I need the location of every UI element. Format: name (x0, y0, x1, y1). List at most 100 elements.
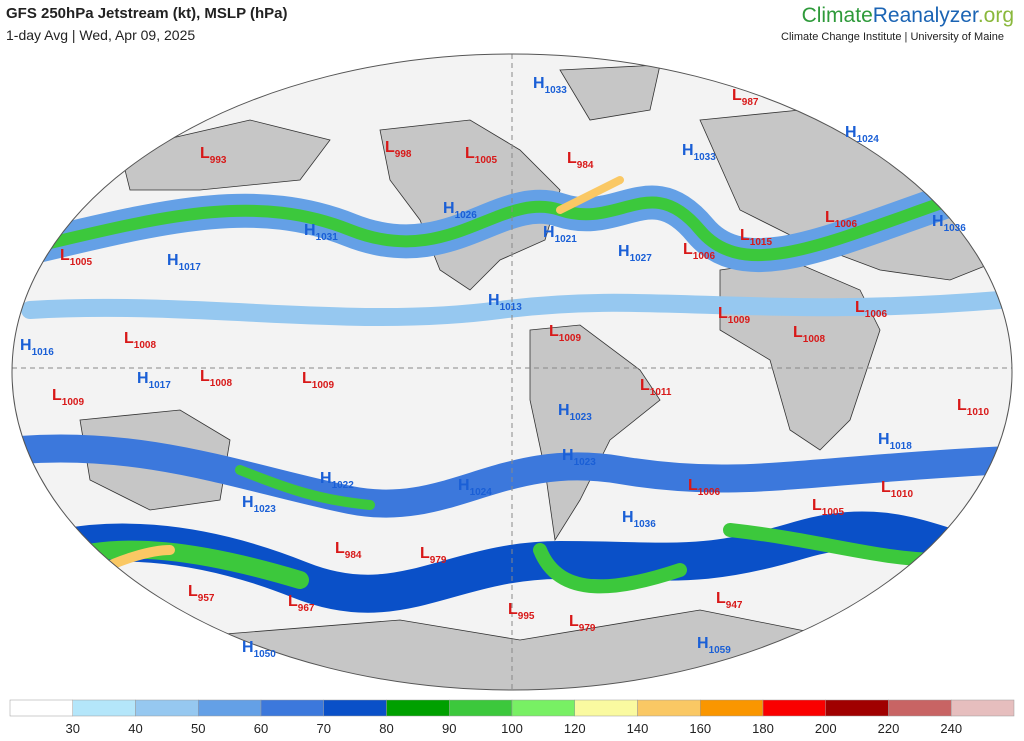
center-value: 1059 (709, 645, 732, 656)
colorbar-bin (762, 699, 826, 717)
pressure-center: L1005 (60, 247, 92, 268)
pressure-center: H1033 (682, 142, 716, 163)
center-value: 1024 (470, 487, 493, 498)
pressure-center: L1011 (640, 377, 672, 398)
center-letter: L (718, 305, 728, 322)
center-value: 1024 (857, 134, 880, 145)
center-value: 979 (579, 623, 596, 634)
center-letter: L (288, 593, 298, 610)
pressure-center: L1006 (855, 299, 887, 320)
center-value: 1033 (694, 152, 717, 163)
colorbar-tick: 70 (317, 721, 331, 736)
map (12, 54, 1012, 690)
center-letter: L (60, 247, 70, 264)
pressure-center: L1006 (683, 241, 715, 262)
colorbar-tick: 60 (254, 721, 268, 736)
center-letter: L (825, 209, 835, 226)
pressure-center: H1059 (697, 635, 731, 656)
center-letter: L (188, 583, 198, 600)
center-value: 1006 (698, 487, 721, 498)
center-value: 1036 (634, 519, 657, 530)
pressure-center: H1023 (242, 494, 276, 515)
colorbar-tick: 180 (752, 721, 774, 736)
center-value: 1017 (179, 262, 202, 273)
center-value: 993 (210, 155, 227, 166)
center-value: 1018 (890, 441, 913, 452)
colorbar-tick: 200 (815, 721, 837, 736)
center-letter: L (683, 241, 693, 258)
globe-border (11, 53, 1013, 691)
pressure-center: H1024 (845, 124, 879, 145)
center-letter: H (697, 635, 709, 652)
colorbar-tick: 50 (191, 721, 205, 736)
pressure-center: L987 (732, 87, 759, 108)
colorbar-bin (574, 699, 638, 717)
center-letter: H (562, 447, 574, 464)
brand: ClimateReanalyzer.org (802, 4, 1014, 27)
pressure-center: L1008 (793, 324, 825, 345)
pressure-center: H1036 (932, 213, 966, 234)
colorbar-tick: 120 (564, 721, 586, 736)
center-value: 957 (198, 593, 215, 604)
center-value: 1009 (62, 397, 85, 408)
center-letter: H (320, 470, 332, 487)
colorbar-bin (386, 699, 450, 717)
center-value: 1036 (944, 223, 967, 234)
pressure-center: L995 (508, 601, 535, 622)
colorbar-bin (449, 699, 513, 717)
pressure-center: L1006 (825, 209, 857, 230)
pressure-center: H1013 (488, 292, 522, 313)
center-letter: H (533, 75, 545, 92)
pressure-center: H1021 (543, 224, 577, 245)
center-letter: H (458, 477, 470, 494)
center-letter: L (732, 87, 742, 104)
pressure-center: L984 (335, 540, 362, 561)
colorbar-tick: 80 (379, 721, 393, 736)
center-value: 1009 (312, 380, 335, 391)
pressure-center: L1005 (465, 145, 497, 166)
center-value: 1010 (891, 489, 914, 500)
center-letter: L (385, 139, 395, 156)
center-value: 979 (430, 555, 447, 566)
brand-sub: Climate Change Institute | University of… (781, 31, 1004, 43)
colorbar-bin (323, 699, 387, 717)
center-value: 1021 (555, 234, 578, 245)
colorbar-bin (135, 699, 199, 717)
center-value: 1031 (316, 232, 339, 243)
center-letter: L (567, 150, 577, 167)
center-value: 1006 (865, 309, 888, 320)
pressure-center: L1009 (549, 323, 581, 344)
pressure-center: H1024 (458, 477, 492, 498)
center-letter: L (420, 545, 430, 562)
center-letter: L (716, 590, 726, 607)
brand-a: Climate (802, 4, 873, 27)
center-value: 1006 (693, 251, 716, 262)
pressure-center: H1033 (533, 75, 567, 96)
center-letter: H (137, 370, 149, 387)
pressure-center: H1027 (618, 243, 652, 264)
pressure-center: L967 (288, 593, 315, 614)
pressure-center: L947 (716, 590, 743, 611)
center-letter: L (881, 479, 891, 496)
center-letter: L (812, 497, 822, 514)
center-letter: H (622, 509, 634, 526)
subtitle: 1-day Avg | Wed, Apr 09, 2025 (6, 27, 195, 43)
center-value: 1010 (967, 407, 990, 418)
center-value: 1022 (332, 480, 355, 491)
center-value: 1050 (254, 649, 277, 660)
colorbar-tick: 40 (128, 721, 142, 736)
center-value: 1005 (822, 507, 845, 518)
pressure-center: H1031 (304, 222, 338, 243)
center-value: 1026 (455, 210, 478, 221)
center-letter: L (569, 613, 579, 630)
center-letter: H (682, 142, 694, 159)
center-letter: L (124, 330, 134, 347)
center-letter: H (304, 222, 316, 239)
title: GFS 250hPa Jetstream (kt), MSLP (hPa) (6, 5, 287, 22)
center-letter: L (335, 540, 345, 557)
jets (12, 163, 1012, 613)
center-letter: H (878, 431, 890, 448)
pressure-center: L1009 (52, 387, 84, 408)
brand-b: Reanalyzer (873, 4, 979, 27)
center-letter: L (200, 145, 210, 162)
